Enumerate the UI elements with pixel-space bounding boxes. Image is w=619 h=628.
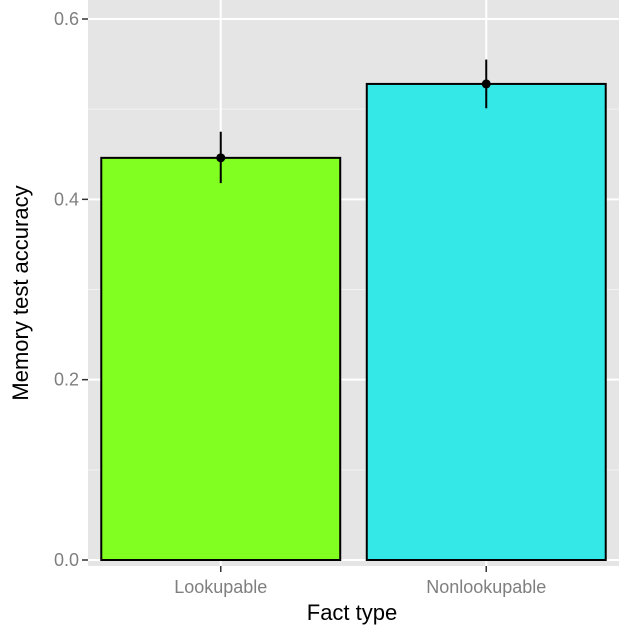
bars: [100, 82, 607, 562]
x-tick-label: Nonlookupable: [426, 577, 546, 597]
y-axis: 0.0 0.2 0.4 0.6: [54, 9, 88, 570]
mean-point: [216, 153, 226, 163]
x-tick-label: Lookupable: [174, 577, 267, 597]
mean-point: [481, 79, 491, 89]
y-axis-title: Memory test accuracy: [8, 185, 33, 400]
y-tick-label: 0.4: [54, 189, 79, 209]
y-tick-label: 0.0: [54, 550, 79, 570]
y-tick-label: 0.6: [54, 9, 79, 29]
error-bars: [216, 59, 491, 184]
x-axis: Lookupable Nonlookupable: [174, 566, 546, 597]
bar-nonlookupable: [365, 82, 607, 561]
bar-lookupable: [100, 156, 342, 562]
x-axis-title: Fact type: [307, 600, 397, 625]
y-tick-label: 0.2: [54, 370, 79, 390]
